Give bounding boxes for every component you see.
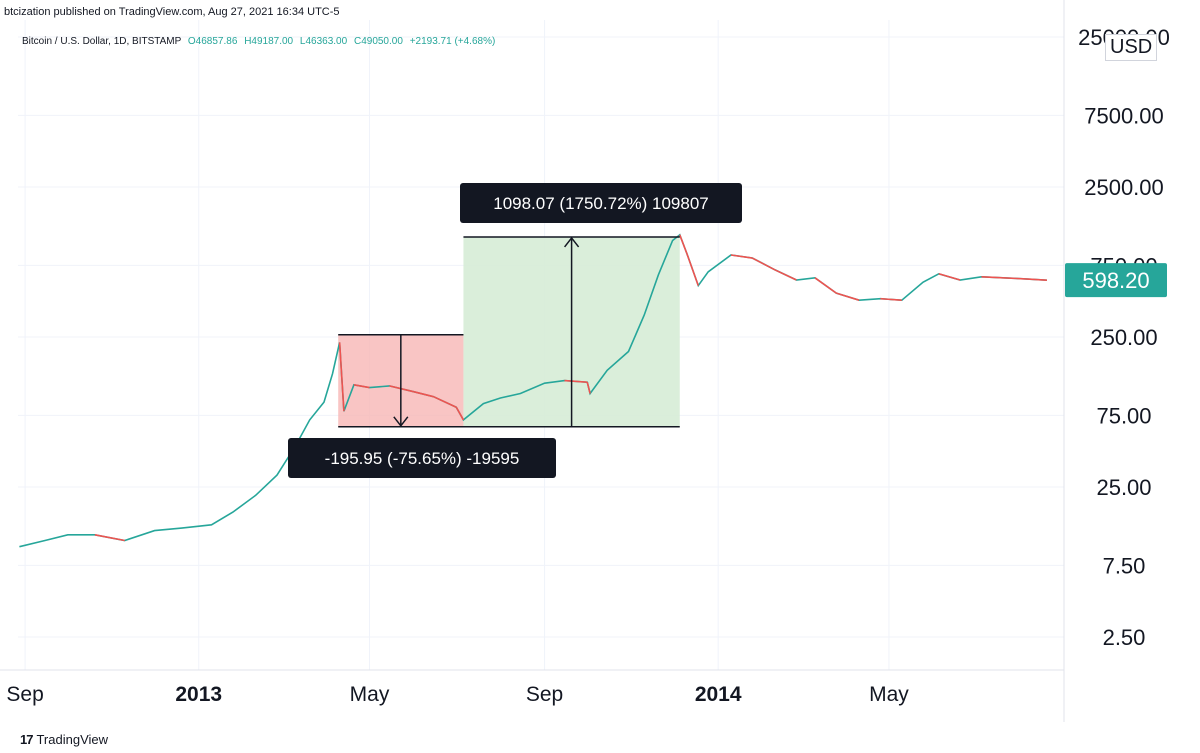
price-series-down-segment: [433, 395, 457, 409]
currency-button[interactable]: USD: [1105, 34, 1158, 61]
price-series-down-segment: [686, 253, 700, 286]
tradingview-footer: 17 TradingView: [20, 732, 108, 747]
x-tick-label: Sep: [526, 683, 563, 706]
close-value: C49050.00: [353, 36, 403, 47]
price-series-down-segment: [94, 534, 125, 542]
price-series-down-segment: [413, 390, 434, 398]
tradingview-logo-icon: 17: [20, 732, 34, 747]
price-series-down-segment: [679, 234, 688, 254]
loss-measure-label-bg: [288, 438, 556, 478]
gain-measure-label: 1098.07 (1750.72%) 109807: [493, 194, 709, 213]
price-series-down-segment: [586, 381, 591, 394]
x-tick-label: 2013: [175, 683, 222, 706]
y-tick-label: 75.00: [1096, 403, 1151, 428]
price-series-down-segment: [836, 292, 860, 301]
high-value: H49187.00: [244, 36, 294, 47]
open-value: O46857.86: [187, 36, 238, 47]
x-tick-label: May: [350, 683, 390, 706]
y-tick-label: 7500.00: [1084, 103, 1164, 128]
price-series-down-segment: [814, 277, 837, 294]
price-series-down-segment: [455, 406, 465, 421]
price-series-down-segment: [353, 384, 370, 389]
price-series-down-segment: [880, 297, 902, 301]
x-tick-label: 2014: [695, 683, 742, 706]
brand-name: TradingView: [36, 732, 109, 747]
price-series-down-segment: [730, 254, 753, 259]
y-tick-label: 7.50: [1103, 553, 1146, 578]
loss-arrow-head: [393, 416, 409, 428]
gain-arrow-head: [564, 236, 580, 248]
price-series-down-segment: [564, 379, 588, 383]
low-value: L46363.00: [299, 36, 348, 47]
gain-measure-label-bg: [460, 183, 742, 223]
y-tick-label: 2.50: [1103, 625, 1146, 650]
change-value: +2193.71 (+4.68%): [409, 36, 496, 47]
x-tick-label: Sep: [6, 683, 43, 706]
price-series-down-segment: [1025, 278, 1047, 281]
symbol-name: Bitcoin / U.S. Dollar, 1D, BITSTAMP: [22, 36, 182, 47]
price-series-down-segment: [938, 272, 961, 281]
x-tick-label: May: [869, 683, 909, 706]
price-series-down-segment: [981, 275, 1003, 279]
last-price-tag: [1065, 263, 1167, 298]
price-series-down-segment: [338, 342, 345, 412]
loss-measure-label: -195.95 (-75.65%) -19595: [325, 449, 520, 468]
y-tick-label: 250.00: [1090, 325, 1157, 350]
publisher-line: btcization published on TradingView.com,…: [4, 6, 340, 18]
y-tick-label: 25.00: [1096, 475, 1151, 500]
last-price-label: 598.20: [1082, 268, 1149, 293]
price-series-down-segment: [774, 269, 797, 281]
price-series-down-segment: [1002, 277, 1026, 280]
symbol-legend: Bitcoin / U.S. Dollar, 1D, BITSTAMP O468…: [22, 36, 495, 47]
price-series-down-segment: [751, 257, 776, 271]
y-tick-label: 2500.00: [1084, 175, 1164, 200]
